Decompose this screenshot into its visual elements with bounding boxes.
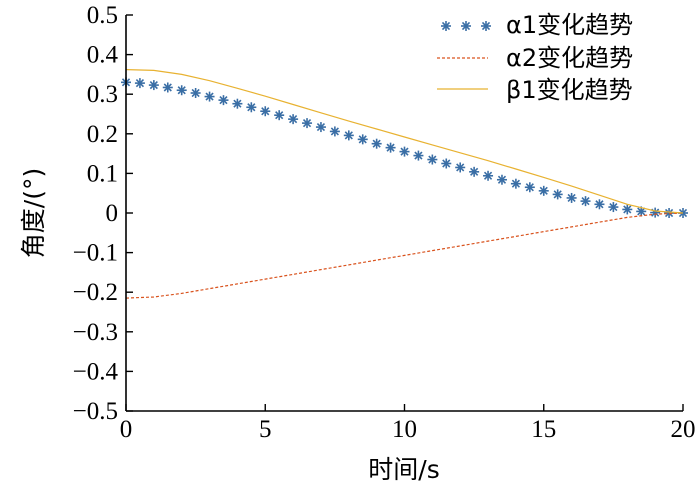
series-alpha2-line: [125, 212, 684, 299]
data-point: [232, 98, 243, 109]
y-tick-label: −0.3: [73, 319, 118, 346]
data-point: [329, 126, 340, 137]
axes: [125, 15, 683, 412]
x-tick-label: 5: [259, 416, 272, 443]
legend-item-alpha2: α2变化趋势: [437, 44, 633, 72]
y-tick-label: 0.5: [87, 2, 118, 29]
legend-item-beta1: β1变化趋势: [437, 76, 633, 104]
y-tick-label: −0.5: [73, 398, 118, 425]
data-point: [385, 142, 396, 153]
data-point: [608, 202, 619, 213]
y-tick-label: −0.1: [73, 240, 118, 267]
legend: α1变化趋势 α2变化趋势 β1变化趋势: [437, 11, 633, 104]
x-axis-label: 时间/s: [368, 455, 439, 484]
legend-label-beta1: β1变化趋势: [506, 76, 633, 104]
x-tick-label: 15: [531, 416, 556, 443]
data-point: [134, 78, 145, 89]
y-tick-label: 0.4: [87, 42, 119, 69]
data-point: [510, 178, 521, 189]
data-point: [594, 199, 605, 210]
data-point: [483, 170, 494, 181]
series-beta1-line: [125, 69, 684, 214]
data-point: [622, 204, 633, 215]
x-tick-label: 0: [120, 416, 133, 443]
y-axis-label: 角度/(°): [19, 168, 48, 258]
plot-area: [121, 69, 688, 299]
legend-symbol-alpha1: [441, 21, 491, 31]
legend-label-alpha1: α1变化趋势: [506, 11, 633, 39]
data-point: [274, 110, 285, 121]
data-point: [469, 166, 480, 177]
data-point: [427, 154, 438, 165]
y-tick-label: −0.4: [73, 358, 119, 385]
data-point: [357, 134, 368, 145]
x-tick-label: 20: [671, 416, 696, 443]
data-point: [315, 122, 326, 133]
data-point: [580, 196, 591, 207]
data-point: [566, 192, 577, 203]
y-tick-label: 0: [106, 200, 119, 227]
x-tick-label: 10: [392, 416, 417, 443]
legend-marker: [441, 21, 451, 31]
data-point: [538, 185, 549, 196]
data-point: [524, 182, 535, 193]
y-tick-label: 0.2: [87, 121, 118, 148]
data-point: [302, 118, 313, 129]
data-point: [552, 189, 563, 200]
y-ticks: 0.5 0.4 0.3 0.2 0.1 0 −0.1 −0.2 −0.3 −0.4 −0.5: [73, 2, 133, 425]
data-point: [190, 88, 201, 99]
data-point: [343, 130, 354, 141]
legend-marker: [461, 21, 471, 31]
legend-item-alpha1: α1变化趋势: [441, 11, 633, 39]
data-point: [260, 106, 271, 117]
legend-marker: [481, 21, 491, 31]
data-point: [399, 146, 410, 157]
series-alpha1-markers: [121, 77, 688, 218]
y-tick-label: −0.2: [73, 279, 118, 306]
legend-label-alpha2: α2变化趋势: [506, 44, 633, 72]
data-point: [218, 95, 229, 106]
data-point: [413, 150, 424, 161]
data-point: [496, 174, 507, 185]
data-point: [441, 158, 452, 169]
x-ticks: 0 5 10 15 20: [120, 404, 696, 443]
data-point: [664, 208, 675, 218]
data-point: [246, 102, 257, 113]
data-point: [455, 162, 466, 173]
data-point: [371, 138, 382, 149]
data-point: [148, 80, 159, 91]
data-point: [636, 206, 647, 217]
data-point: [288, 114, 299, 125]
data-point: [176, 85, 187, 96]
y-tick-label: 0.1: [87, 160, 118, 187]
data-point: [650, 207, 661, 218]
data-point: [204, 91, 215, 102]
y-tick-label: 0.3: [87, 81, 118, 108]
data-point: [162, 82, 173, 93]
